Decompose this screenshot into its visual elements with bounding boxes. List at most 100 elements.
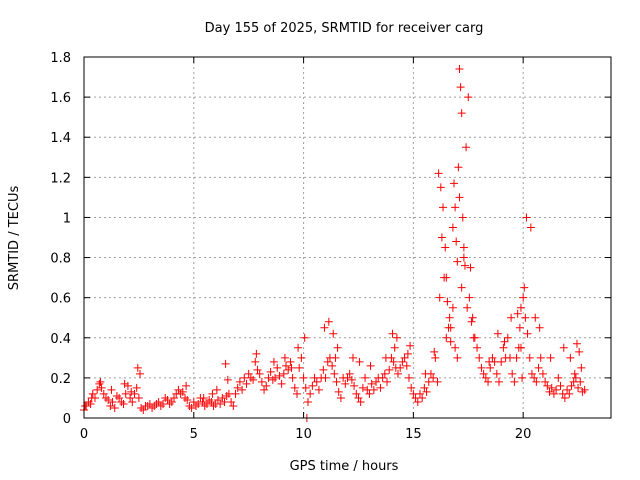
y-tick-label: 0.8 [50,252,71,267]
data-point [372,377,381,386]
data-point [209,401,218,410]
y-tick-label: 0.6 [50,292,71,307]
data-point [294,343,303,352]
data-point [481,373,490,382]
data-point [448,223,457,232]
y-tick-label: 1.8 [50,51,71,66]
data-point [457,109,466,118]
data-point [334,387,343,396]
data-point [95,379,104,388]
data-point [332,377,341,386]
data-point [365,389,374,398]
data-point [434,169,443,178]
data-point [454,163,463,172]
data-point [244,369,253,378]
x-tick-label: 15 [405,427,422,442]
data-point [563,385,572,394]
data-point [458,213,467,222]
data-point [300,333,309,342]
data-point [515,323,524,332]
data-point [303,397,312,406]
data-point [570,369,579,378]
data-point [406,341,415,350]
data-point [174,385,183,394]
data-point [413,397,422,406]
data-point [466,263,475,272]
data-point [163,395,172,404]
data-point [448,303,457,312]
data-point [402,361,411,370]
data-point [486,363,495,372]
data-point [119,399,128,408]
data-point [477,363,486,372]
data-point [287,363,296,372]
y-tick-label: 1.6 [50,91,71,106]
data-point [156,401,165,410]
data-point [459,243,468,252]
data-point [249,375,258,384]
data-point [295,363,304,372]
data-point [453,353,462,362]
data-point [376,383,385,392]
data-point [534,363,543,372]
data-point [366,361,375,370]
data-point [403,349,412,358]
data-point [369,385,378,394]
data-point [227,397,236,406]
data-point [128,397,137,406]
data-point [199,393,208,402]
data-point [96,377,105,386]
data-point [221,359,230,368]
data-point [388,329,397,338]
data-point [104,395,113,404]
data-point [493,329,502,338]
data-point [467,317,476,326]
data-point [445,313,454,322]
data-point [134,393,143,402]
data-point [229,401,238,410]
data-point [475,353,484,362]
data-point [343,373,352,382]
data-point [161,393,170,402]
data-point [380,369,389,378]
x-tick-label: 20 [515,427,532,442]
data-point [469,333,478,342]
data-point [545,387,554,396]
data-point [126,393,135,402]
data-point [435,293,444,302]
data-point [358,383,367,392]
data-point [398,357,407,366]
data-point [321,373,330,382]
data-point [355,357,364,366]
data-point [181,393,190,402]
data-point [165,399,174,408]
data-point [488,353,497,362]
data-point [507,313,516,322]
data-point [499,343,508,352]
data-point [456,83,465,92]
data-point [436,183,445,192]
data-point [441,243,450,252]
data-point [535,323,544,332]
data-point [242,379,251,388]
x-tick-label: 10 [295,427,312,442]
data-point [348,353,357,362]
data-point [431,353,440,362]
x-tick-label: 5 [190,427,198,442]
data-point [117,397,126,406]
data-point [392,333,401,342]
data-point [347,375,356,384]
data-point [549,389,558,398]
y-tick-label: 1.2 [50,171,71,186]
data-point [484,377,493,386]
data-point [282,361,291,370]
data-point [320,323,329,332]
data-point [93,385,102,394]
data-point [576,377,585,386]
data-point [407,383,416,392]
data-point [194,399,203,408]
data-point [331,353,340,362]
data-point [415,389,424,398]
data-point [306,389,315,398]
data-point [87,393,96,402]
